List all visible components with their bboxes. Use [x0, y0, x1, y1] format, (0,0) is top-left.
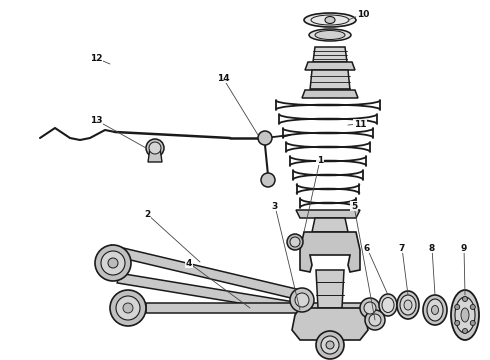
Circle shape — [463, 297, 467, 302]
Text: 8: 8 — [429, 243, 435, 252]
Polygon shape — [313, 47, 347, 62]
Ellipse shape — [455, 297, 475, 333]
Ellipse shape — [400, 295, 416, 315]
Ellipse shape — [379, 294, 397, 316]
Circle shape — [261, 173, 275, 187]
Circle shape — [108, 258, 118, 268]
Polygon shape — [310, 70, 350, 90]
Polygon shape — [117, 273, 301, 313]
Text: 3: 3 — [272, 202, 278, 211]
Circle shape — [470, 320, 475, 325]
Circle shape — [364, 302, 376, 314]
Text: 9: 9 — [461, 243, 467, 252]
Text: 1: 1 — [317, 156, 323, 165]
Polygon shape — [305, 62, 355, 70]
Ellipse shape — [382, 297, 394, 312]
Text: 4: 4 — [186, 258, 192, 267]
Circle shape — [146, 139, 164, 157]
Ellipse shape — [304, 13, 356, 27]
Text: 10: 10 — [357, 9, 369, 18]
Circle shape — [123, 303, 133, 313]
Text: 5: 5 — [351, 202, 357, 211]
Circle shape — [287, 234, 303, 250]
Circle shape — [321, 336, 339, 354]
Ellipse shape — [309, 29, 351, 41]
Circle shape — [463, 328, 467, 333]
Polygon shape — [109, 245, 301, 300]
Text: 12: 12 — [90, 54, 102, 63]
Polygon shape — [296, 210, 360, 218]
Ellipse shape — [404, 300, 412, 310]
Text: 7: 7 — [399, 243, 405, 252]
Circle shape — [290, 288, 314, 312]
Circle shape — [360, 298, 380, 318]
Polygon shape — [292, 308, 368, 340]
Text: 14: 14 — [217, 73, 229, 82]
Polygon shape — [316, 270, 344, 308]
Circle shape — [116, 296, 140, 320]
Circle shape — [290, 237, 300, 247]
Text: 6: 6 — [364, 243, 370, 252]
Circle shape — [470, 305, 475, 310]
Ellipse shape — [315, 31, 345, 40]
Circle shape — [365, 310, 385, 330]
Ellipse shape — [461, 308, 469, 322]
Circle shape — [316, 331, 344, 359]
Ellipse shape — [451, 290, 479, 340]
Circle shape — [326, 341, 334, 349]
Text: 13: 13 — [90, 116, 102, 125]
Text: 2: 2 — [144, 210, 150, 219]
Circle shape — [369, 314, 381, 326]
Circle shape — [101, 251, 125, 275]
Circle shape — [455, 320, 460, 325]
Circle shape — [149, 142, 161, 154]
Circle shape — [258, 131, 272, 145]
Polygon shape — [302, 90, 358, 98]
Ellipse shape — [325, 17, 335, 23]
Text: 11: 11 — [354, 120, 366, 129]
Polygon shape — [148, 148, 162, 162]
Ellipse shape — [432, 306, 439, 315]
Ellipse shape — [427, 299, 443, 321]
Ellipse shape — [423, 295, 447, 325]
Circle shape — [95, 245, 131, 281]
Circle shape — [110, 290, 146, 326]
Circle shape — [295, 293, 309, 307]
Polygon shape — [312, 218, 348, 232]
Polygon shape — [146, 303, 370, 313]
Polygon shape — [300, 232, 360, 272]
Ellipse shape — [397, 291, 419, 319]
Circle shape — [455, 305, 460, 310]
